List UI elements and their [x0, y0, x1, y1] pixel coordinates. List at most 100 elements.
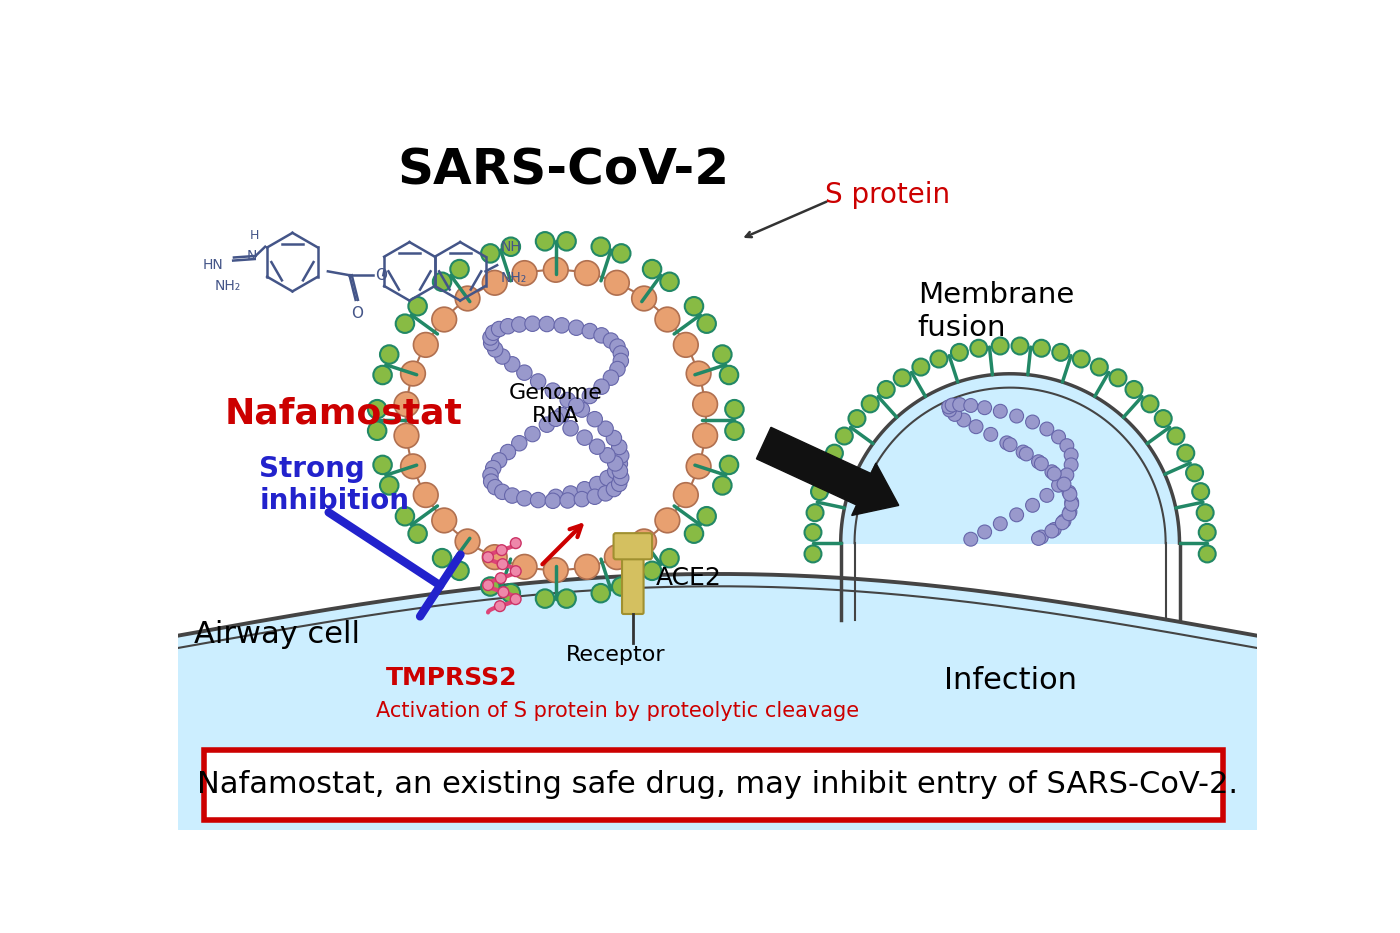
Circle shape	[953, 397, 966, 411]
Circle shape	[655, 508, 680, 533]
Circle shape	[598, 486, 613, 501]
Text: NH: NH	[500, 241, 521, 255]
Circle shape	[951, 344, 967, 361]
Circle shape	[568, 397, 584, 413]
Circle shape	[379, 476, 399, 494]
FancyArrow shape	[756, 427, 899, 515]
Circle shape	[494, 601, 505, 611]
Circle shape	[1072, 351, 1089, 368]
Text: Activation of S protein by proteolytic cleavage: Activation of S protein by proteolytic c…	[375, 701, 860, 721]
Circle shape	[1060, 439, 1074, 453]
Circle shape	[491, 453, 507, 468]
Circle shape	[806, 504, 823, 522]
Circle shape	[686, 361, 711, 386]
Circle shape	[592, 584, 610, 603]
Circle shape	[511, 436, 526, 451]
Circle shape	[531, 493, 546, 508]
Circle shape	[942, 400, 956, 414]
Circle shape	[612, 439, 627, 454]
Circle shape	[431, 307, 456, 332]
Circle shape	[543, 258, 568, 282]
Circle shape	[510, 593, 521, 605]
Circle shape	[560, 393, 575, 408]
Circle shape	[494, 349, 510, 364]
Circle shape	[563, 486, 578, 501]
Circle shape	[554, 408, 570, 423]
Circle shape	[686, 454, 711, 479]
Circle shape	[374, 366, 392, 384]
Circle shape	[805, 546, 822, 563]
Circle shape	[836, 427, 853, 444]
Circle shape	[574, 554, 599, 579]
Circle shape	[1051, 479, 1065, 492]
Circle shape	[606, 430, 622, 446]
Circle shape	[713, 345, 732, 364]
Circle shape	[720, 455, 738, 474]
Circle shape	[673, 332, 699, 357]
Text: N: N	[246, 249, 258, 263]
Text: NH₂: NH₂	[500, 272, 526, 285]
Circle shape	[693, 424, 717, 448]
Text: NH₂: NH₂	[214, 279, 241, 293]
Circle shape	[697, 314, 715, 333]
Circle shape	[511, 565, 521, 577]
Circle shape	[613, 346, 629, 361]
Circle shape	[612, 244, 630, 262]
Circle shape	[592, 238, 610, 256]
Circle shape	[587, 489, 602, 505]
Circle shape	[483, 335, 498, 351]
Circle shape	[608, 455, 623, 471]
Circle shape	[1065, 495, 1078, 509]
Circle shape	[545, 383, 560, 398]
Circle shape	[1126, 381, 1142, 398]
Circle shape	[994, 517, 1007, 531]
Circle shape	[589, 439, 605, 454]
Circle shape	[661, 272, 679, 291]
Circle shape	[655, 307, 680, 332]
Circle shape	[878, 381, 895, 398]
Circle shape	[818, 465, 834, 481]
Circle shape	[1032, 532, 1046, 546]
Circle shape	[1019, 447, 1033, 461]
Circle shape	[697, 507, 715, 525]
Circle shape	[977, 525, 991, 539]
Circle shape	[491, 321, 507, 337]
Circle shape	[431, 508, 456, 533]
Circle shape	[603, 333, 619, 348]
Circle shape	[455, 286, 480, 311]
Circle shape	[1155, 411, 1172, 427]
Circle shape	[497, 559, 508, 569]
FancyBboxPatch shape	[613, 533, 652, 559]
Circle shape	[496, 545, 507, 555]
Circle shape	[496, 573, 507, 583]
Circle shape	[568, 320, 584, 336]
Text: S protein: S protein	[825, 181, 951, 209]
Text: ACE2: ACE2	[655, 566, 722, 591]
Circle shape	[1198, 524, 1215, 541]
Circle shape	[1056, 516, 1070, 530]
Circle shape	[963, 398, 977, 412]
Circle shape	[396, 314, 414, 333]
Circle shape	[1009, 508, 1023, 522]
Text: O: O	[375, 268, 388, 283]
Text: Infection: Infection	[944, 666, 1077, 695]
Circle shape	[1064, 458, 1078, 472]
Circle shape	[487, 480, 503, 494]
Circle shape	[417, 282, 694, 559]
Circle shape	[582, 324, 598, 339]
Circle shape	[504, 488, 519, 503]
Circle shape	[511, 537, 521, 549]
Circle shape	[577, 430, 592, 445]
Circle shape	[848, 411, 865, 427]
Circle shape	[512, 554, 538, 579]
Circle shape	[501, 238, 519, 256]
Circle shape	[1063, 507, 1077, 521]
Circle shape	[969, 420, 983, 434]
Circle shape	[1044, 465, 1058, 479]
Circle shape	[1056, 475, 1070, 489]
Text: Nafamostat: Nafamostat	[224, 397, 462, 431]
FancyBboxPatch shape	[204, 749, 1224, 820]
Circle shape	[1012, 338, 1029, 355]
Text: Membrane
fusion: Membrane fusion	[918, 282, 1074, 341]
Text: SARS-CoV-2: SARS-CoV-2	[398, 146, 729, 195]
